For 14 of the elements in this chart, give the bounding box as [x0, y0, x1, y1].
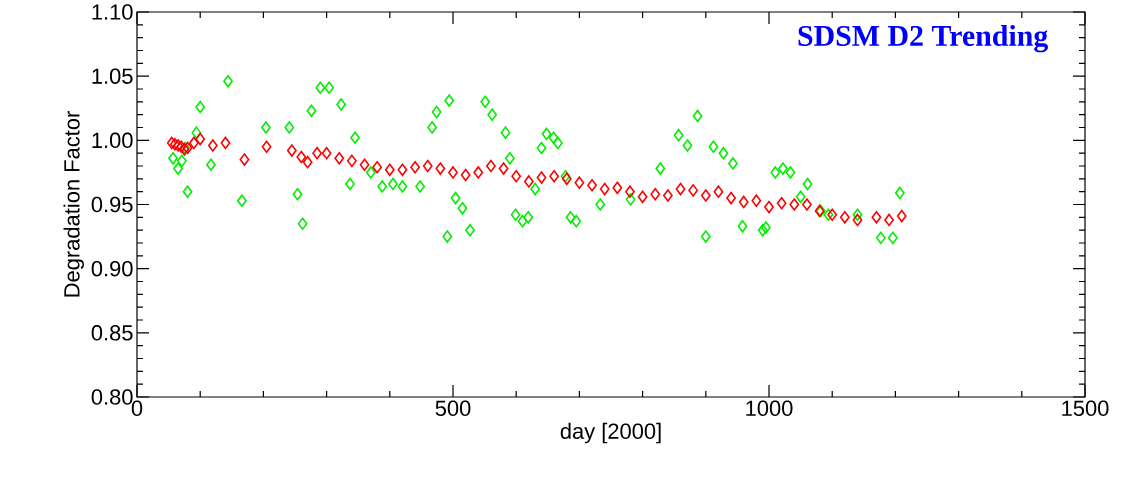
y-tick-label: 1.10 — [92, 4, 133, 20]
y-tick-label: 0.85 — [91, 325, 133, 341]
x-axis-title: day [2000] — [560, 422, 661, 444]
y-axis-title: Degradation Factor — [63, 111, 84, 297]
y-tick-label: 0.90 — [91, 260, 133, 277]
y-tick-label: 1.05 — [92, 68, 133, 84]
y-tick-label: 0.95 — [91, 196, 133, 213]
x-tick-label: 1000 — [746, 400, 793, 417]
y-tick-label: 1.00 — [92, 132, 133, 149]
x-tick-label: 500 — [435, 400, 471, 417]
x-tick-label: 0 — [131, 400, 143, 417]
y-tick-label: 0.80 — [91, 389, 133, 405]
chart-title: SDSM D2 Trending — [798, 24, 1049, 53]
x-tick-label: 1500 — [1062, 400, 1109, 417]
